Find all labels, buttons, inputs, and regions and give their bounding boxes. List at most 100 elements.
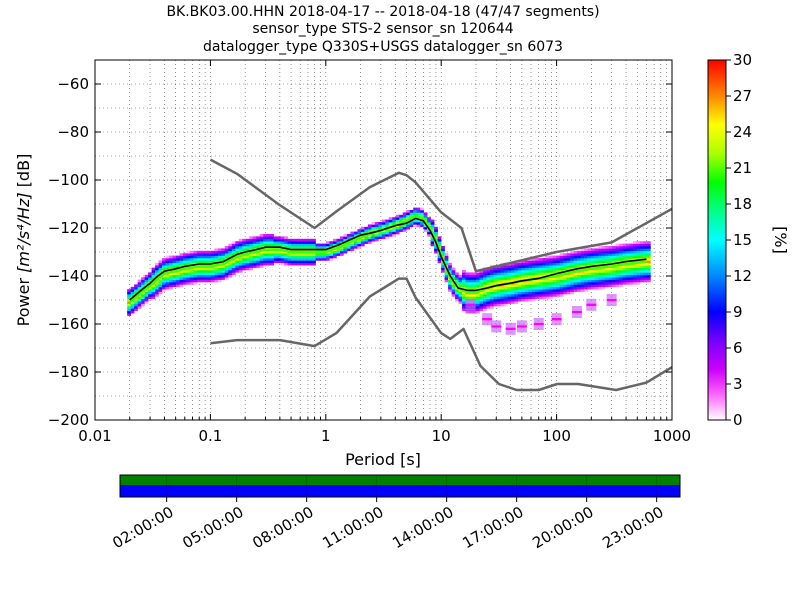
heatmap-cell [587, 258, 592, 261]
heatmap-cell [524, 265, 529, 268]
heatmap-cell [176, 255, 180, 259]
heatmap-cell [134, 289, 138, 292]
heatmap-cell [420, 222, 424, 225]
heatmap-cell [214, 260, 219, 264]
heatmap-cell [570, 282, 574, 285]
heatmap-cell [479, 298, 484, 302]
heatmap-cell [305, 260, 309, 264]
heatmap-cell [430, 219, 435, 223]
heatmap-cell [176, 272, 180, 276]
heatmap-cell [577, 250, 581, 254]
heatmap-cell [294, 258, 299, 261]
heatmap-outlier-cell [505, 322, 516, 326]
heatmap-cell [510, 284, 515, 288]
heatmap-cell [312, 243, 316, 247]
heatmap-cell [465, 310, 470, 314]
heatmap-cell [165, 282, 170, 285]
heatmap-cell [625, 248, 630, 252]
heatmap-cell [514, 291, 519, 295]
heatmap-cell [619, 270, 623, 273]
heatmap-cell [580, 282, 585, 285]
heatmap-outlier-cell [516, 320, 527, 323]
heatmap-cell [486, 298, 491, 302]
heatmap-cell [545, 260, 550, 264]
heatmap-cell [517, 272, 522, 276]
heatmap-cell [587, 250, 592, 254]
heatmap-cell [291, 262, 295, 266]
heatmap-cell [162, 267, 166, 271]
heatmap-cell [203, 274, 208, 278]
heatmap-cell [245, 265, 250, 268]
heatmap-cell [346, 236, 351, 240]
heatmap-cell [148, 289, 152, 292]
heatmap-cell [252, 246, 257, 249]
heatmap-cell [235, 260, 240, 264]
heatmap-cell [263, 253, 267, 256]
heatmap-cell [486, 272, 491, 276]
heatmap-outlier-cell [571, 306, 582, 309]
heatmap-cell [346, 243, 351, 247]
heatmap-cell [646, 265, 651, 268]
heatmap-cell [632, 272, 637, 276]
heatmap-cell [552, 286, 557, 290]
heatmap-cell [552, 284, 557, 288]
heatmap-cell [521, 272, 526, 276]
heatmap-cell [165, 255, 170, 259]
heatmap-cell [577, 258, 581, 261]
heatmap-cell [277, 238, 281, 242]
heatmap-cell [482, 272, 487, 276]
heatmap-cell [612, 274, 616, 278]
heatmap-cell [482, 308, 487, 312]
heatmap-cell [148, 277, 152, 280]
heatmap-cell [601, 258, 606, 261]
heatmap-cell [172, 265, 177, 268]
heatmap-cell [500, 277, 505, 280]
heatmap-cell [587, 262, 592, 266]
heatmap-cell [326, 248, 330, 252]
heatmap-cell [270, 241, 274, 244]
heatmap-cell [535, 294, 540, 297]
heatmap-cell [273, 253, 278, 256]
heatmap-cell [584, 289, 588, 292]
heatmap-cell [263, 238, 267, 242]
heatmap-cell [189, 253, 194, 256]
heatmap-cell [521, 262, 526, 266]
heatmap-cell [228, 248, 233, 252]
heatmap-cell [193, 279, 198, 283]
heatmap-cell [517, 298, 522, 302]
heatmap-cell [277, 243, 281, 247]
heatmap-cell [305, 246, 309, 249]
heatmap-cell [280, 258, 285, 261]
heatmap-cell [619, 267, 623, 271]
heatmap-cell [186, 274, 191, 278]
heatmap-cell [465, 282, 470, 285]
heatmap-cell [162, 279, 166, 283]
heatmap-cell [486, 294, 491, 297]
heatmap-cell [629, 265, 634, 268]
heatmap-cell [475, 286, 480, 290]
heatmap-cell [263, 236, 267, 240]
y-axis-label: Power [m²/s⁴/Hz] [dB] [14, 154, 33, 327]
heatmap-cell [203, 250, 208, 254]
x-tick-label: 0.1 [198, 427, 222, 445]
heatmap-cell [402, 229, 407, 232]
heatmap-cell [545, 277, 550, 280]
heatmap-cell [444, 262, 449, 266]
heatmap-cell [308, 258, 313, 261]
heatmap-cell [486, 282, 491, 285]
heatmap-cell [148, 274, 152, 278]
heatmap-cell [608, 258, 613, 261]
heatmap-cell [545, 255, 550, 259]
y-axis-label-units: [m²/s⁴/Hz] [14, 192, 33, 272]
heatmap-cell [625, 253, 630, 256]
heatmap-cell [598, 270, 602, 273]
heatmap-cell [629, 282, 634, 285]
heatmap-cell [319, 243, 323, 247]
heatmap-cell [594, 262, 599, 266]
heatmap-cell [500, 303, 505, 307]
heatmap-cell [420, 207, 424, 211]
heatmap-cell [622, 277, 627, 280]
heatmap-cell [151, 286, 156, 290]
heatmap-cell [249, 236, 254, 240]
